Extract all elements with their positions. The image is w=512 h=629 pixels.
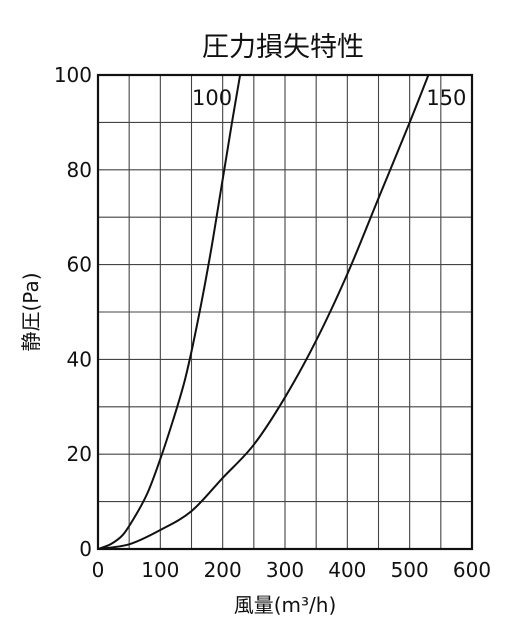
y-tick-label: 20: [67, 442, 92, 466]
series-line-150: [97, 74, 430, 550]
y-tick-label: 60: [67, 253, 92, 277]
y-axis-label: 静圧(Pa): [19, 272, 43, 351]
series-labels: 100 150: [192, 86, 466, 110]
y-tick-labels: 0 20 40 60 80 100: [54, 63, 92, 561]
x-tick-label: 500: [391, 558, 429, 582]
y-tick-label: 80: [67, 158, 92, 182]
x-tick-label: 300: [266, 558, 304, 582]
chart-title: 圧力損失特性: [202, 32, 364, 63]
x-tick-label: 600: [453, 558, 491, 582]
y-tick-label: 0: [79, 537, 92, 561]
series-line-100: [97, 74, 242, 550]
plot-frame: [96, 73, 474, 551]
x-axis-label: 風量(m³/h): [234, 593, 337, 617]
x-tick-label: 200: [204, 558, 242, 582]
y-tick-label: 100: [54, 63, 92, 87]
x-tick-labels: 0 100 200 300 400 500 600: [92, 558, 491, 582]
x-tick-label: 0: [92, 558, 105, 582]
grid: [98, 75, 472, 549]
series-label-100: 100: [192, 86, 232, 110]
x-tick-label: 100: [141, 558, 179, 582]
y-tick-label: 40: [67, 347, 92, 371]
x-tick-label: 400: [328, 558, 366, 582]
series-label-150: 150: [426, 86, 466, 110]
curves: [97, 74, 430, 550]
